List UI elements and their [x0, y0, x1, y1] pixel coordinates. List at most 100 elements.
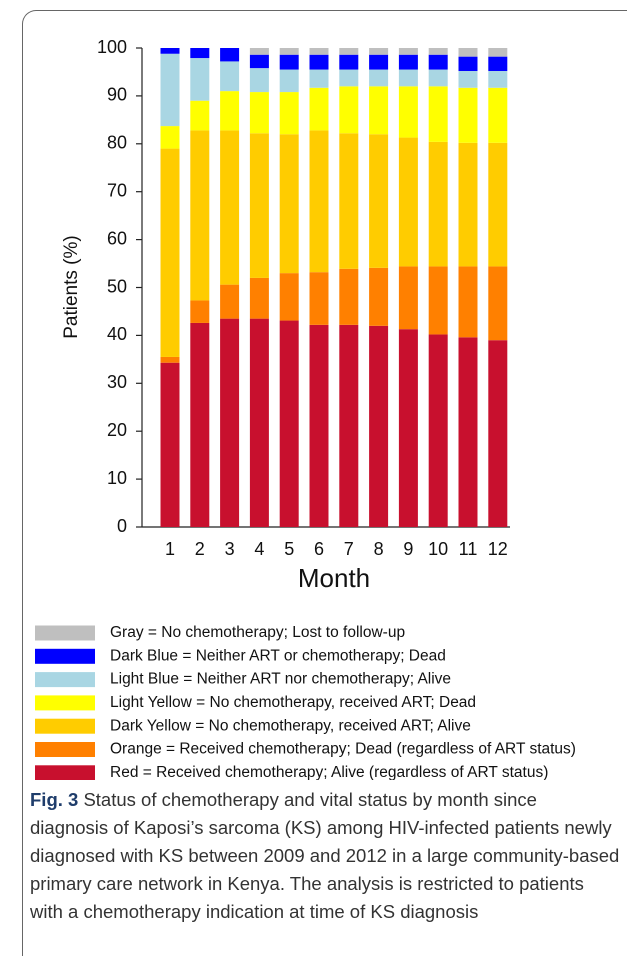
legend-swatch [35, 695, 95, 711]
y-tick-label: 10 [107, 468, 127, 488]
legend-swatch [35, 742, 95, 757]
bar-segment [190, 322, 210, 527]
bar-segment [428, 48, 448, 55]
bar-segment [249, 133, 269, 278]
legend-label: Dark Yellow = No chemotherapy, received … [110, 717, 471, 734]
bar-segment [309, 130, 329, 273]
legend-label: Light Yellow = No chemotherapy, received… [110, 694, 476, 711]
bar-segment [190, 58, 210, 101]
bar-segment [160, 53, 180, 127]
y-tick-label: 20 [107, 420, 127, 440]
y-axis-label: Patients (%) [61, 235, 82, 338]
bar-segment [220, 130, 240, 285]
bar-segment [279, 54, 299, 70]
bar-segment [339, 48, 359, 55]
legend-label: Light Blue = Neither ART nor chemotherap… [110, 671, 451, 688]
y-tick-label: 100 [97, 37, 127, 57]
bar-segment [488, 56, 508, 71]
x-tick-label: 6 [314, 539, 324, 559]
bar-segment [369, 69, 389, 87]
legend-swatch [35, 765, 95, 780]
bar-segment [309, 87, 329, 131]
x-axis-label: Month [298, 563, 370, 593]
bar-segment [339, 86, 359, 134]
bar-segment [190, 300, 210, 323]
bar-segment [190, 130, 210, 301]
bar-segment [398, 266, 418, 330]
bar-segment [339, 133, 359, 269]
y-tick-label: 40 [107, 324, 127, 344]
bar-segment [458, 56, 478, 71]
bar-segment [458, 48, 478, 57]
y-tick-label: 70 [107, 180, 127, 200]
y-tick-label: 30 [107, 372, 127, 392]
bar-segment [160, 148, 180, 357]
bar-segment [279, 134, 299, 274]
legend-label: Gray = No chemotherapy; Lost to follow-u… [110, 624, 405, 641]
bar-segment [458, 142, 478, 267]
bar-segment [220, 284, 240, 319]
y-tick-label: 90 [107, 85, 127, 105]
bar-segment [458, 87, 478, 143]
bar-segment [339, 324, 359, 527]
bar-segment [279, 273, 299, 321]
bar-segment [339, 69, 359, 87]
bar-segment [458, 266, 478, 338]
x-tick-label: 4 [254, 539, 264, 559]
bar-segment [249, 277, 269, 319]
bar-segment [398, 69, 418, 87]
bar-segment [369, 134, 389, 268]
bar-segment [339, 54, 359, 70]
bar-segment [458, 337, 478, 527]
bar-segment [488, 70, 508, 88]
y-tick-label: 60 [107, 228, 127, 248]
bar-segment [220, 91, 240, 131]
bar-segment [309, 69, 329, 88]
bar-segment [249, 54, 269, 69]
bar-segment [309, 272, 329, 325]
x-tick-label: 12 [488, 539, 508, 559]
x-tick-label: 9 [403, 539, 413, 559]
bar-segment [160, 126, 180, 149]
y-tick-label: 50 [107, 276, 127, 296]
bar-segment [309, 324, 329, 527]
y-tick-label: 80 [107, 133, 127, 153]
bar-segment [220, 318, 240, 527]
bar-segment [249, 318, 269, 527]
caption-text: Status of chemotherapy and vital status … [30, 789, 620, 922]
legend-swatch [35, 718, 95, 734]
legend-label: Orange = Received chemotherapy; Dead (re… [110, 741, 576, 758]
x-tick-label: 7 [344, 539, 354, 559]
bar-segment [488, 48, 508, 57]
bar-segment [488, 142, 508, 267]
bar-segment [398, 137, 418, 267]
x-tick-label: 10 [428, 539, 448, 559]
bar-segment [428, 266, 448, 335]
bar-segment [339, 268, 359, 325]
bar-segment [398, 54, 418, 70]
legend-label: Dark Blue = Neither ART or chemotherapy;… [110, 647, 446, 664]
bar-segment [160, 362, 180, 527]
chart: Patients (%) Month 0 10 20 30 40 50 60 70 80 90 10… [35, 37, 576, 780]
bar-segment [398, 329, 418, 527]
bar-segment [428, 334, 448, 527]
bar-segment [160, 356, 180, 363]
bar-segment [488, 266, 508, 341]
bar-segment [369, 86, 389, 135]
x-tick-label: 11 [459, 539, 478, 559]
legend-label: Red = Received chemotherapy; Alive (rega… [110, 764, 548, 780]
x-tick-label: 3 [225, 539, 235, 559]
bar-segment [190, 100, 210, 131]
bar-segment [279, 92, 299, 135]
bar-segment [369, 267, 389, 326]
bar-segment [220, 48, 240, 62]
bar-segment [488, 340, 508, 527]
bar-segment [309, 54, 329, 70]
bar-segment [279, 69, 299, 93]
caption: Fig. 3 Status of chemotherapy and vital … [30, 786, 620, 926]
legend-swatch [35, 672, 95, 688]
y-tick-label: 0 [117, 516, 127, 536]
bar-segment [488, 87, 508, 143]
legend-swatch [35, 625, 95, 641]
